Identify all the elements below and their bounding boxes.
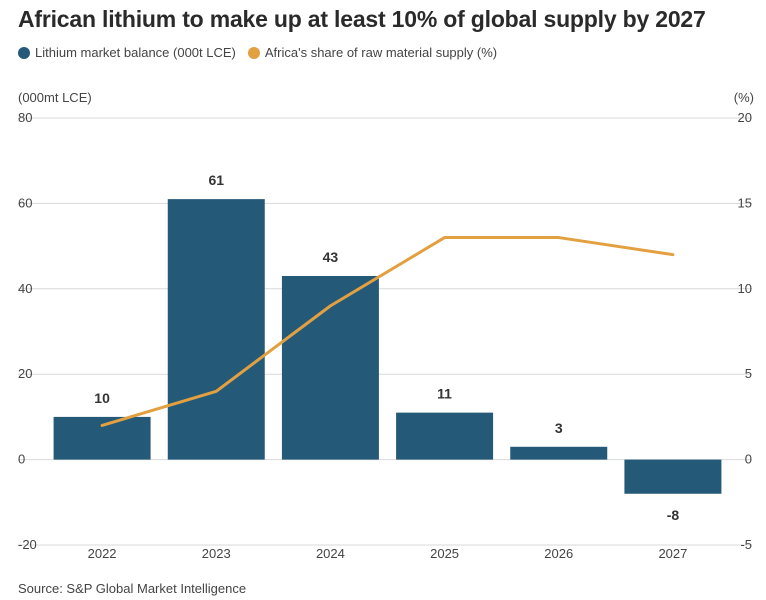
share-line [100, 236, 675, 427]
data-label: -8 [667, 507, 680, 523]
x-tick-label: 2025 [430, 546, 459, 561]
left-tick-label: 60 [18, 195, 32, 210]
x-tick-label: 2026 [544, 546, 573, 561]
right-tick-label: 10 [738, 281, 752, 296]
line-swatch-icon [247, 46, 260, 59]
right-tick-label: -5 [740, 537, 752, 552]
x-tick-label: 2027 [658, 546, 687, 561]
right-tick-label: 5 [745, 366, 752, 381]
legend-label-line: Africa's share of raw material supply (%… [264, 45, 498, 60]
data-label: 11 [437, 386, 452, 402]
legend-label-bars: Lithium market balance (000t LCE) [35, 45, 236, 60]
left-tick-label: 0 [18, 452, 25, 467]
legend-item-line: Africa's share of raw material supply (%… [247, 45, 498, 60]
bar [624, 459, 722, 494]
bar [396, 412, 494, 460]
right-axis-unit: (%) [733, 90, 754, 105]
left-tick-label: 40 [18, 281, 32, 296]
x-tick-label: 2022 [88, 546, 117, 561]
data-label: 3 [555, 420, 563, 436]
bar [53, 416, 151, 460]
source-note: Source: S&P Global Market Intelligence [18, 581, 247, 596]
x-tick-label: 2024 [316, 546, 345, 561]
bar [167, 199, 265, 460]
bar [510, 446, 608, 460]
right-tick-label: 15 [738, 195, 752, 210]
left-tick-label: 80 [18, 110, 32, 125]
right-tick-label: 20 [738, 110, 752, 125]
data-label: 61 [208, 172, 224, 188]
legend: Lithium market balance (000t LCE) Africa… [18, 45, 509, 60]
chart-title: African lithium to make up at least 10% … [18, 6, 706, 32]
x-tick-label: 2023 [202, 546, 231, 561]
bar [281, 275, 379, 460]
data-label: 43 [323, 249, 339, 265]
left-tick-label: -20 [18, 537, 37, 552]
left-tick-label: 20 [18, 366, 32, 381]
legend-item-bars: Lithium market balance (000t LCE) [18, 45, 236, 60]
right-tick-label: 0 [745, 452, 752, 467]
left-axis-unit: (000mt LCE) [18, 90, 92, 105]
data-label: 10 [94, 390, 110, 406]
bar-swatch-icon [18, 46, 30, 59]
